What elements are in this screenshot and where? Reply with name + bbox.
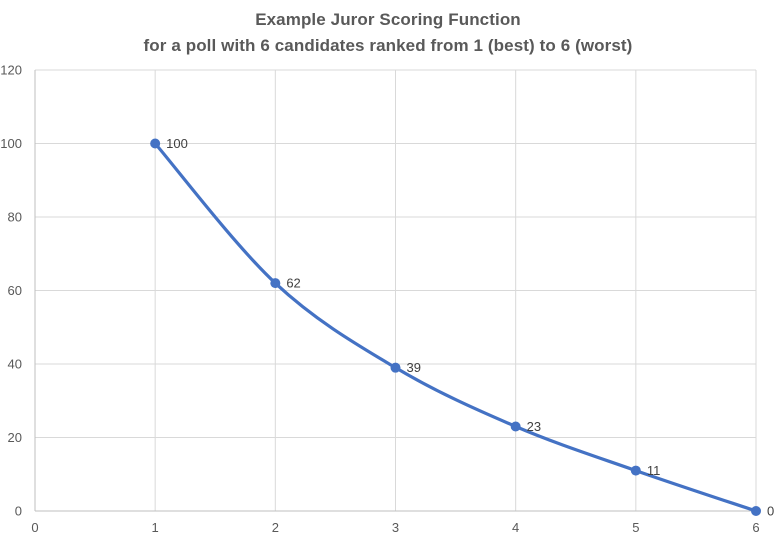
chart-subtitle: for a poll with 6 candidates ranked from… — [143, 36, 633, 55]
data-point-label: 11 — [647, 463, 661, 478]
y-axis-tick-label: 40 — [8, 357, 22, 372]
data-point-marker — [150, 138, 161, 149]
series-line — [153, 141, 758, 513]
data-point-marker — [751, 506, 761, 516]
data-point-marker — [390, 362, 401, 373]
data-point-marker — [510, 421, 521, 432]
data-point-label: 100 — [166, 136, 188, 151]
x-axis-tick-label: 0 — [31, 520, 38, 535]
x-axis-tick-label: 5 — [632, 520, 639, 535]
x-axis-tick-label: 4 — [512, 520, 519, 535]
data-point-label: 39 — [407, 360, 421, 375]
chart-title: Example Juror Scoring Function — [255, 10, 521, 29]
data-point-label: 0 — [767, 504, 774, 519]
y-axis-tick-label: 20 — [8, 430, 22, 445]
x-axis-tick-label: 1 — [152, 520, 159, 535]
chart-title-block: Example Juror Scoring Function for a pol… — [0, 7, 776, 59]
data-point-label: 23 — [527, 419, 541, 434]
y-axis-tick-label: 0 — [15, 504, 22, 519]
y-axis-tick-label: 120 — [0, 63, 22, 78]
y-axis-tick-label: 100 — [0, 136, 22, 151]
data-point-label: 62 — [286, 276, 300, 291]
y-axis-tick-label: 60 — [8, 283, 22, 298]
x-axis-tick-label: 6 — [752, 520, 759, 535]
y-axis-tick-label: 80 — [8, 210, 22, 225]
x-axis-tick-label: 2 — [272, 520, 279, 535]
data-point-marker — [630, 465, 641, 476]
data-point-marker — [270, 278, 281, 289]
x-axis-tick-label: 3 — [392, 520, 399, 535]
